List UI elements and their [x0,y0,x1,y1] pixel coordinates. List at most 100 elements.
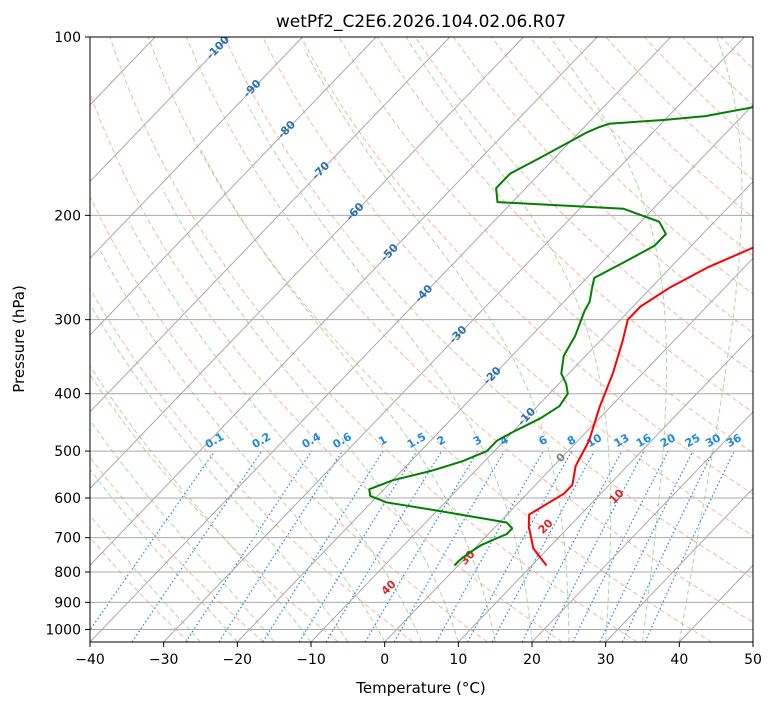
mixing-ratio-label: 3 [471,433,484,448]
mixing-ratio-label: 0.6 [331,430,355,451]
x-axis-title: Temperature (°C) [355,679,485,697]
mixing-ratio-line [218,450,343,642]
x-tick-label: 50 [744,652,762,668]
mixing-ratio-label: 0.1 [203,430,226,451]
dry-adiabat-label: 10 [607,486,627,506]
y-axis-ticks: 100 200 300 400 500 600 700 800 900 1000 [45,30,90,638]
x-tick-label: −30 [149,652,179,668]
mixing-ratio-label: 2 [435,433,448,448]
mixing-ratio-line [644,450,735,642]
isotherm-line [90,37,672,642]
dry-adiabat-line [90,91,563,642]
moist-adiabat-line [90,468,238,642]
isotherm-line [90,37,524,490]
dry-adiabat-line [262,37,753,537]
isotherm-line [163,37,745,642]
mixing-ratio-label: 1 [376,433,389,448]
mixing-ratio-label: 0.2 [250,430,273,451]
x-tick-label: −10 [296,652,326,668]
isotherms [0,37,753,642]
isotherm-line [457,334,753,642]
y-tick-label: 100 [54,30,81,46]
moist-adiabat-line [100,251,386,642]
isotherm-line [605,487,753,642]
dry-adiabat-line [224,37,753,580]
dry-adiabat-line [90,456,264,642]
y-tick-label: 700 [54,531,81,547]
y-tick-label: 300 [54,313,81,329]
moist-adiabat-line [90,365,312,642]
moist-adiabat-line [304,49,570,642]
dry-adiabats [90,37,775,642]
y-tick-label: 900 [54,595,81,611]
dry-adiabat-line [681,37,753,106]
dry-adiabat-label: 20 [536,516,556,536]
moist-adiabats [90,37,743,642]
moist-adiabat-line [678,37,743,642]
x-axis-ticks: −40 −30 −20 −10 0 10 20 30 40 50 [75,642,762,668]
x-tick-label: 0 [380,652,389,668]
mixing-ratio-line [393,450,505,642]
moist-adiabat-line [90,303,349,642]
y-tick-label: 200 [54,208,81,224]
chart-title: wetPf2_C2E6.2026.104.02.06.R07 [276,12,566,32]
dry-adiabat-line [720,37,753,69]
x-tick-label: 10 [449,652,467,668]
dry-adiabat-line [90,287,414,642]
isotherm-line [90,37,230,183]
mixing-ratio-line [435,450,544,642]
y-tick-label: 800 [54,565,81,581]
plot-area: -100-90-80-70-60-50-40-30-20-10010203040… [0,37,775,642]
dry-adiabat-line [147,37,712,642]
reference-line-labels: -100-90-80-70-60-50-40-30-20-10010203040… [203,37,744,598]
mixing-ratio-line [364,450,479,642]
isotherm-line [0,37,8,642]
mixing-ratio-label: 10 [584,431,604,450]
dry-adiabat-line [185,37,753,623]
moist-adiabat-line [200,149,496,642]
mixing-ratio-label: 30 [703,431,723,450]
moist-adiabat-line [405,37,612,642]
moist-adiabat-line [161,187,459,642]
temperature-profile-line [527,246,753,567]
y-axis-title: Pressure (hPa) [10,285,28,393]
isotherm-line [90,37,598,566]
mixing-ratio-label: 13 [612,431,632,450]
x-tick-label: 20 [523,652,541,668]
moist-adiabat-line [247,104,533,642]
isotherm-line [90,37,451,413]
isotherm-line [90,37,377,336]
y-tick-label: 1000 [45,622,81,638]
mixing-ratio-line [262,450,384,642]
dry-adiabat-line [109,37,638,642]
mixing-ratio-label: 20 [658,431,678,450]
y-tick-label: 400 [54,387,81,403]
moist-adiabat-line [128,221,422,642]
mixing-ratio-line [131,450,263,642]
mixing-ratio-label: 0.4 [300,430,324,451]
dry-adiabat-line [90,536,190,642]
y-tick-label: 500 [54,444,81,460]
mixing-ratio-label: 16 [634,431,654,450]
isotherm-line [384,257,753,642]
dewpoint-profile-line [368,106,753,567]
x-tick-label: 40 [670,652,688,668]
isobars [90,37,753,630]
mixing-ratio-line [185,450,313,642]
x-tick-label: −40 [75,652,105,668]
dry-adiabat-label: 40 [379,577,399,597]
dry-adiabat-line [605,37,753,181]
moist-adiabat-line [90,514,201,642]
mixing-ratio-line [545,450,645,642]
isotherm-line [236,104,753,642]
mixing-ratio-label: 25 [683,431,703,450]
dry-adiabat-line [338,37,753,454]
mixing-ratio-line [298,450,418,642]
mixing-ratio-line [325,450,443,642]
mixing-ratio-lines [90,450,735,642]
y-tick-label: 600 [54,491,81,507]
isotherm-line [90,37,303,260]
dry-adiabat-line [90,195,488,642]
dry-adiabat-line [452,37,753,334]
dry-adiabat-line [759,37,775,642]
